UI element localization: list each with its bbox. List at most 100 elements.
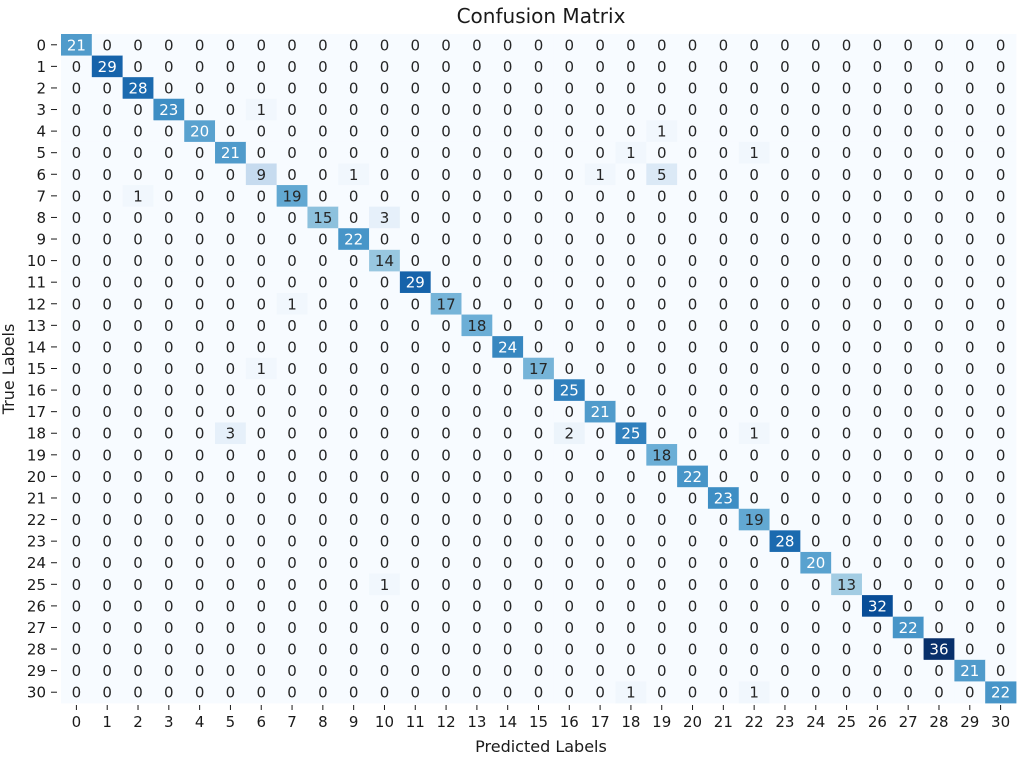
cell-value-label: 0 [534, 295, 544, 313]
heatmap-cell [215, 141, 247, 164]
cell-value-label: 0 [256, 446, 266, 464]
cell-value-label: 0 [719, 58, 729, 76]
heatmap-cell [91, 77, 124, 100]
heatmap-cell [245, 357, 278, 380]
heatmap-cell [215, 292, 247, 315]
heatmap-cell [892, 206, 924, 229]
heatmap-cell [831, 77, 863, 100]
heatmap-cell [861, 141, 894, 164]
cell-value-label: 0 [472, 36, 482, 54]
heatmap-cell [769, 681, 801, 704]
heatmap-cell [769, 508, 801, 531]
heatmap-cell [769, 292, 801, 315]
cell-value-label: 0 [410, 166, 420, 184]
y-tick-label: 8 [36, 209, 46, 227]
cell-value-label: 0 [472, 684, 482, 702]
cell-value-label: 0 [318, 641, 328, 659]
cell-value-label: 0 [226, 79, 236, 97]
cell-value-label: 0 [595, 338, 605, 356]
heatmap-cell [245, 444, 278, 467]
heatmap-cell [584, 508, 616, 531]
heatmap-cell [184, 163, 216, 186]
heatmap-cell [769, 34, 801, 56]
heatmap-cell [677, 314, 709, 337]
heatmap-cell [91, 400, 124, 423]
cell-value-label: 0 [195, 317, 205, 335]
heatmap-cell [369, 34, 401, 56]
cell-value-label: 21 [591, 403, 610, 421]
heatmap-cell [215, 400, 247, 423]
cell-value-label: 0 [503, 36, 513, 54]
cell-value-label: 1 [749, 425, 759, 443]
cell-value-label: 32 [868, 597, 887, 615]
cell-value-label: 0 [873, 468, 883, 486]
cell-value-label: 0 [780, 144, 790, 162]
cell-value-label: 0 [410, 101, 420, 119]
cell-value-label: 0 [380, 619, 390, 637]
heatmap-cell [245, 271, 278, 294]
heatmap-cell [707, 681, 740, 704]
cell-value-label: 0 [842, 101, 852, 119]
cell-value-label: 0 [626, 576, 636, 594]
y-tick-label: 4 [36, 123, 46, 141]
cell-value-label: 0 [934, 597, 944, 615]
cell-value-label: 21 [67, 36, 86, 54]
heatmap-cell [61, 573, 93, 596]
cell-value-label: 0 [811, 252, 821, 270]
heatmap-cell [276, 141, 308, 164]
cell-value-label: 20 [190, 123, 209, 141]
heatmap-cell [399, 336, 432, 359]
cell-value-label: 0 [873, 425, 883, 443]
cell-value-label: 0 [626, 101, 636, 119]
cell-value-label: 0 [934, 79, 944, 97]
cell-value-label: 0 [965, 209, 975, 227]
heatmap-cell [153, 228, 185, 251]
heatmap-cell [769, 228, 801, 251]
heatmap-cell [800, 292, 832, 315]
cell-value-label: 0 [780, 79, 790, 97]
heatmap-cell [307, 228, 339, 251]
cell-value-label: 0 [380, 662, 390, 680]
heatmap-cell [245, 77, 278, 100]
cell-value-label: 0 [780, 360, 790, 378]
cell-value-label: 0 [626, 382, 636, 400]
heatmap-cell [831, 228, 863, 251]
cell-value-label: 0 [503, 123, 513, 141]
cell-value-label: 0 [164, 123, 174, 141]
cell-value-label: 0 [410, 597, 420, 615]
cell-value-label: 0 [318, 489, 328, 507]
cell-value-label: 0 [719, 597, 729, 615]
cell-value-label: 0 [811, 511, 821, 529]
cell-value-label: 0 [565, 79, 575, 97]
cell-value-label: 0 [595, 123, 605, 141]
heatmap-cell [985, 98, 1017, 121]
heatmap-cell [245, 465, 278, 488]
heatmap-cell [954, 228, 986, 251]
cell-value-label: 0 [534, 597, 544, 615]
heatmap-cell [430, 551, 462, 574]
cell-value-label: 0 [873, 144, 883, 162]
cell-value-label: 0 [102, 662, 112, 680]
heatmap-cell [430, 77, 462, 100]
heatmap-cell [615, 681, 647, 704]
cell-value-label: 0 [934, 360, 944, 378]
heatmap-cell [769, 141, 801, 164]
heatmap-cell [584, 530, 616, 553]
cell-value-label: 0 [534, 209, 544, 227]
cell-value-label: 0 [934, 576, 944, 594]
heatmap-cell [677, 185, 709, 208]
cell-value-label: 0 [72, 382, 82, 400]
heatmap-cell [861, 573, 894, 596]
cell-value-label: 0 [72, 209, 82, 227]
cell-value-label: 0 [657, 144, 667, 162]
heatmap-cell [369, 508, 401, 531]
heatmap-cell [307, 77, 339, 100]
heatmap-cell [307, 422, 339, 445]
heatmap-cell [430, 141, 462, 164]
heatmap-cell [954, 595, 986, 618]
heatmap-cell [584, 292, 616, 315]
cell-value-label: 0 [873, 489, 883, 507]
heatmap-cell [646, 141, 678, 164]
heatmap-cell [153, 206, 185, 229]
heatmap-cell [245, 681, 278, 704]
